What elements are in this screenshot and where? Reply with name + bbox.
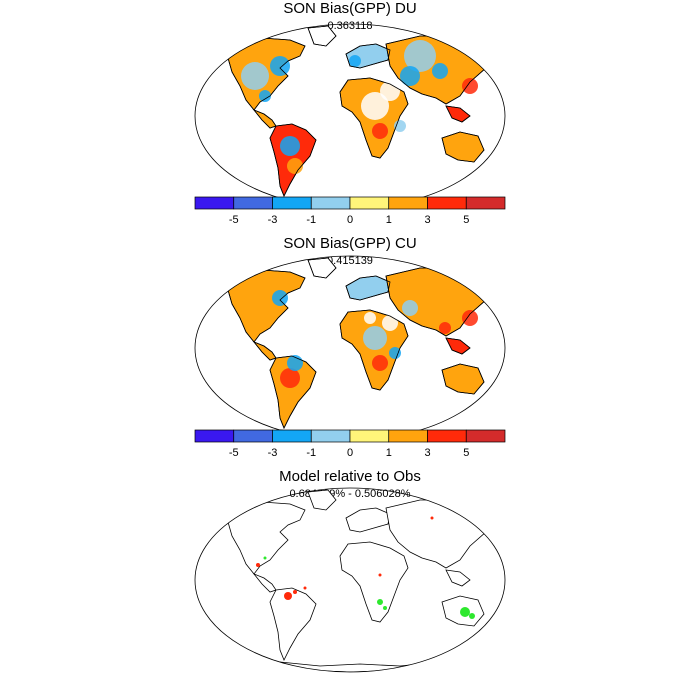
colorbar-tick-label: 3	[424, 214, 430, 226]
panel2-subtitle: 0.415139	[327, 255, 373, 267]
colorbar-swatch	[194, 196, 235, 210]
bias-region	[270, 56, 290, 76]
panel3-title: Model relative to Obs	[279, 468, 421, 485]
bias-region	[394, 120, 406, 132]
colorbar-tick-label: 0	[347, 214, 353, 226]
bias-region	[241, 62, 269, 90]
panel1-title: SON Bias(GPP) DU	[283, 0, 417, 17]
bias-region	[380, 81, 400, 101]
colorbar-panel1: -5 -3 -1 0 1 3 5	[194, 196, 506, 226]
bias-region	[361, 92, 389, 120]
colorbar-swatch	[233, 196, 273, 210]
bias-region	[280, 136, 300, 156]
colorbar-swatch	[465, 196, 506, 210]
bias-region	[445, 136, 465, 156]
bias-region	[349, 55, 361, 67]
bias-region	[259, 90, 271, 102]
panel2-title: SON Bias(GPP) CU	[283, 235, 417, 252]
panel3-subtitle: 0.684299% - 0.506028%	[289, 488, 411, 500]
colorbar-swatch	[349, 196, 390, 210]
colorbar-swatch	[272, 196, 312, 210]
bias-region	[372, 123, 388, 139]
bias-region	[287, 158, 303, 174]
bias-region	[404, 40, 436, 72]
bias-region	[462, 78, 478, 94]
bias-region	[432, 63, 448, 79]
colorbar-swatch	[427, 196, 467, 210]
bias-region	[400, 66, 420, 86]
colorbar-tick-label: -5	[229, 214, 239, 226]
colorbar-tick-label: 5	[463, 214, 469, 226]
colorbar-tick-label: 1	[386, 214, 392, 226]
bias-region	[448, 49, 472, 73]
continent-camerica	[252, 109, 277, 129]
colorbar-swatch	[388, 196, 428, 210]
continent-greenland	[307, 25, 337, 47]
colorbar-tick-label: -3	[268, 214, 278, 226]
panel1-subtitle: 0.363118	[327, 20, 373, 32]
colorbar-tick-label: -1	[306, 214, 316, 226]
colorbar-swatch	[310, 196, 351, 210]
